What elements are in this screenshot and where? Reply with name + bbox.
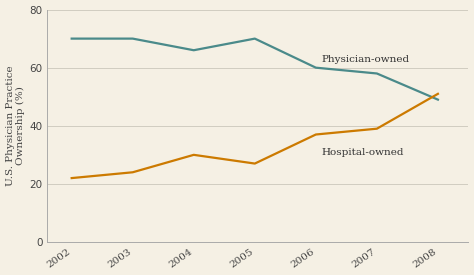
Y-axis label: U.S. Physician Practice
Ownership (%): U.S. Physician Practice Ownership (%) <box>6 65 25 186</box>
Text: Hospital-owned: Hospital-owned <box>322 148 404 157</box>
Text: Physician-owned: Physician-owned <box>322 55 410 64</box>
